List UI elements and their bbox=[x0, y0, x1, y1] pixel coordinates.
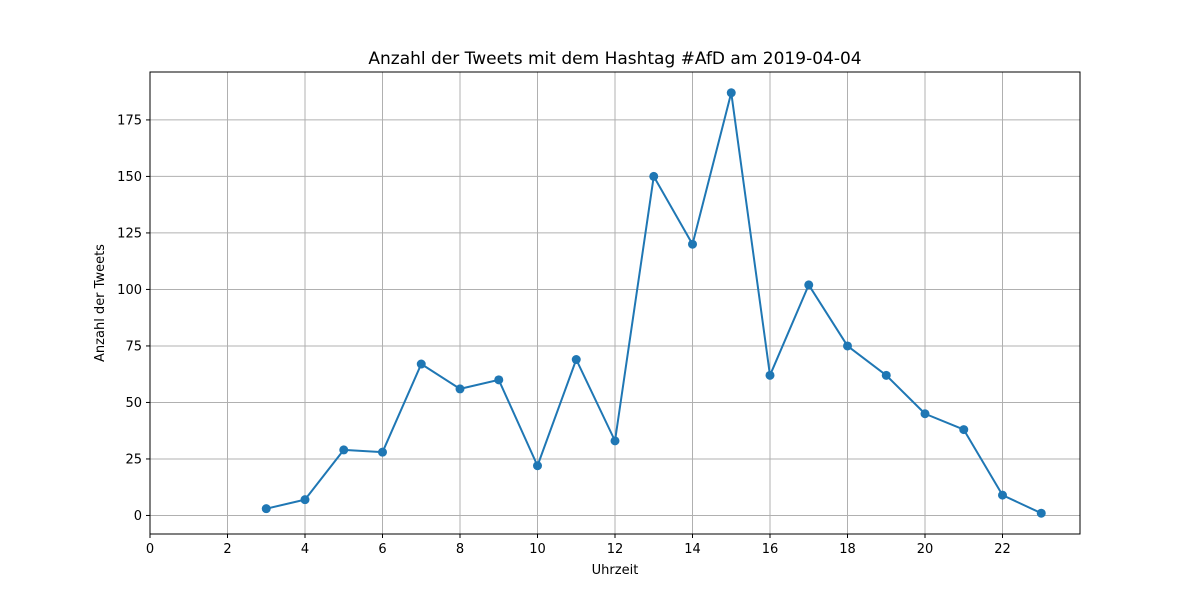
x-tick-label: 8 bbox=[456, 542, 464, 557]
data-point bbox=[765, 370, 775, 380]
data-point bbox=[455, 384, 465, 394]
x-tick-label: 4 bbox=[301, 542, 309, 557]
data-point bbox=[688, 239, 697, 249]
y-tick-label: 0 bbox=[134, 509, 142, 524]
data-point bbox=[261, 504, 271, 514]
series-layer bbox=[261, 88, 1046, 518]
x-tick-label: 22 bbox=[994, 542, 1011, 557]
data-point bbox=[610, 436, 620, 446]
data-point bbox=[726, 88, 736, 98]
x-tick-label: 12 bbox=[607, 542, 624, 557]
tick-layer: 0 2 4 6 8 10 12 14 16 18 20 22 0 25 50 75 100 125 150 175 bbox=[117, 113, 1011, 557]
data-point bbox=[920, 409, 930, 419]
x-axis-label: Uhrzeit bbox=[592, 563, 639, 578]
chart-title: Anzahl der Tweets mit dem Hashtag #AfD a… bbox=[368, 49, 861, 69]
x-tick-label: 18 bbox=[839, 542, 856, 557]
data-point bbox=[843, 341, 852, 351]
y-tick-label: 25 bbox=[125, 452, 142, 467]
data-point bbox=[300, 495, 310, 505]
grid-layer bbox=[149, 72, 1080, 534]
data-point bbox=[1036, 508, 1046, 518]
y-tick-label: 50 bbox=[125, 396, 142, 411]
data-point bbox=[998, 490, 1007, 500]
data-point bbox=[533, 461, 542, 471]
data-point bbox=[378, 447, 387, 457]
x-tick-label: 14 bbox=[684, 542, 701, 557]
data-point bbox=[804, 280, 814, 290]
data-point bbox=[571, 355, 581, 365]
data-point bbox=[339, 445, 349, 455]
x-tick-label: 2 bbox=[223, 542, 231, 557]
y-tick-label: 75 bbox=[125, 339, 142, 354]
data-point bbox=[649, 171, 659, 181]
x-tick-label: 16 bbox=[762, 542, 779, 557]
x-tick-label: 6 bbox=[378, 542, 386, 557]
x-tick-label: 20 bbox=[917, 542, 934, 557]
y-tick-label: 100 bbox=[117, 283, 142, 298]
data-point bbox=[494, 375, 504, 385]
data-point bbox=[959, 425, 969, 435]
x-tick-label: 10 bbox=[529, 542, 546, 557]
data-point bbox=[416, 359, 426, 369]
data-point bbox=[881, 370, 891, 380]
y-tick-label: 150 bbox=[117, 170, 142, 185]
x-tick-label: 0 bbox=[146, 542, 154, 557]
y-axis-label: Anzahl der Tweets bbox=[93, 244, 108, 362]
y-tick-label: 175 bbox=[117, 113, 142, 128]
y-tick-label: 125 bbox=[117, 226, 142, 241]
